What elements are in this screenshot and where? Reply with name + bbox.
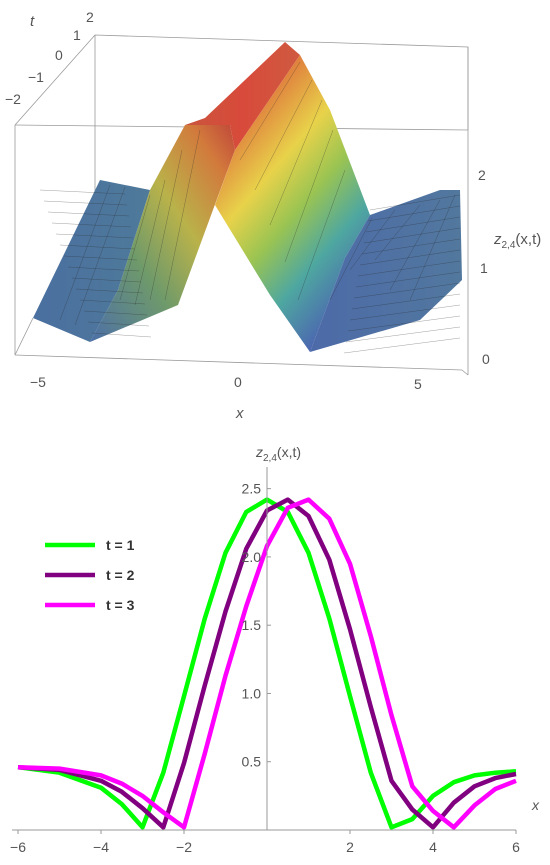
axes [12,467,516,831]
x-tick-label: −6 [10,839,26,855]
surface-left-wing [33,180,150,342]
mesh-line [43,200,128,206]
mesh-line [59,184,111,321]
box-bottom-right [461,369,469,376]
y-axis-label-sub: 2,4 [263,453,277,464]
surface-mesh [39,61,461,354]
t-tick-label: 0 [55,47,63,63]
x-tick-label: 0 [234,374,242,390]
mesh-line [91,332,152,338]
mesh-line [343,337,461,354]
box-front-bottom [14,317,34,356]
mesh-line [353,282,461,299]
t-tick-label: 1 [73,27,81,43]
mesh-line [367,205,461,222]
mesh-line [365,216,461,233]
mesh-line [345,326,461,343]
x-tick-label: 5 [414,376,422,392]
x-tick-label: 4 [429,839,437,855]
mesh-line [269,99,323,226]
mesh-line [254,79,313,191]
y-axis-label: z2,4(x,t) [255,444,301,464]
mesh-line [239,61,301,161]
mesh-line [59,244,136,250]
legend-label: t = 1 [106,537,135,553]
legend: t = 1 t = 2 t = 3 [45,537,135,613]
t-axis: t 2 1 0 −1 −2 [5,9,94,107]
mesh-line [51,222,132,228]
mesh-line [297,169,346,301]
surface-right-wing [310,190,462,352]
mesh-line [361,238,461,255]
mesh-line [347,315,461,332]
surface-front-slope [215,55,370,352]
x-tick-label: 2 [346,839,354,855]
mesh-line [284,129,334,263]
mesh-line [349,304,461,321]
mesh-line [67,266,140,272]
mesh-line [351,293,461,310]
mesh-line [369,194,461,211]
mesh-line [63,255,138,261]
mesh-line [87,321,150,327]
mesh-line [39,189,126,195]
mesh-line [329,217,373,301]
mesh-line [75,288,144,294]
y-tick-label: 2.0 [242,549,262,565]
mesh-line [389,199,441,291]
series-lines [17,497,517,830]
mesh-line [409,194,456,301]
surface-crest [185,42,300,150]
mesh-line [119,194,151,301]
z-axis-label: z2,4(x,t) [493,231,541,251]
z-axis-3d: 2 1 0 z2,4(x,t) [478,167,541,367]
x-axis-label: x [531,797,540,813]
x-tick-label: −4 [93,839,109,855]
y-tick-label: 2.5 [242,481,262,497]
mesh-line [357,260,461,277]
y-tick-label: 1.0 [242,685,262,701]
mesh-line [47,211,130,217]
z-axis-label-args: (x,t) [515,231,541,248]
surface-plot-3d: t 2 1 0 −1 −2 −5 0 5 x 2 1 0 z2,4(x,t) [5,9,541,422]
y-tick-label: 0.5 [242,754,262,770]
mesh-line [134,179,166,306]
t-tick-label: −2 [5,91,21,107]
z-tick-label: 2 [478,167,486,183]
mesh-line [374,204,421,261]
z-tick-label: 1 [480,260,488,276]
t-axis-label: t [30,13,35,30]
mesh-line [55,233,134,239]
mesh-line [79,299,146,305]
x-tick-label: 6 [512,839,520,855]
y-axis-label-main: z [255,444,263,460]
series-line [17,497,517,830]
mesh-line [164,129,201,301]
mesh-line [149,149,183,301]
line-chart: −6 −4 −2 2 4 6 0.5 1.0 1.5 2.0 2.5 z2,4(x,t) x t =… [10,444,540,855]
mesh-line [355,271,461,288]
x-axis-3d: −5 0 5 x [30,374,422,422]
mesh-line [359,249,461,266]
mesh-line [363,227,461,244]
x-tick-label: −2 [176,839,192,855]
surface-left-rise [90,125,235,342]
mesh-line [83,310,148,316]
z-axis-label-main: z [493,231,502,248]
z-tick-label: 0 [482,351,490,367]
t-tick-label: −1 [28,69,44,85]
box-back-edges [14,34,469,375]
z-axis-label-sub: 2,4 [502,240,516,251]
mesh-line [71,277,142,283]
box-bottom-front [14,354,463,371]
mesh-line [349,209,396,271]
legend-label: t = 3 [106,597,135,613]
y-axis-label-args: (x,t) [277,444,301,460]
x-tick-label: −5 [30,374,46,390]
y-tick-label: 1.5 [242,617,262,633]
mesh-line [74,186,126,326]
t-tick-label: 2 [86,9,94,25]
legend-label: t = 2 [106,567,135,583]
x-axis-label: x [235,405,244,422]
